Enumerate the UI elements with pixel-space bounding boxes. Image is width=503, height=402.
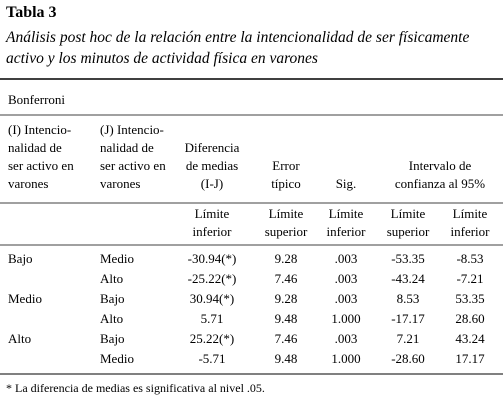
cell: 43.24 xyxy=(455,331,485,346)
cell: -25.22(*) xyxy=(188,271,237,286)
cell: -53.35 xyxy=(391,251,425,266)
column-header: Intervalo de xyxy=(409,158,472,173)
cell: Alto xyxy=(100,271,123,286)
column-header: Sig. xyxy=(336,176,357,191)
cell: 8.53 xyxy=(397,291,420,306)
cell: .003 xyxy=(335,331,358,346)
row-group-label: Bajo xyxy=(8,251,33,266)
column-header: varones xyxy=(8,176,48,191)
table-subtitle: Análisis post hoc de la relación entre l… xyxy=(5,29,469,46)
footnote: * La diferencia de medias es significati… xyxy=(6,381,265,395)
column-header: ser activo en xyxy=(8,158,74,173)
subheader: Límite xyxy=(453,206,488,221)
table-subtitle: activo y los minutos de actividad física… xyxy=(6,50,318,67)
cell: -7.21 xyxy=(456,271,483,286)
column-header: de medias xyxy=(186,158,238,173)
cell: -17.17 xyxy=(391,311,425,326)
subheader: superior xyxy=(387,224,430,239)
subheader: Límite xyxy=(269,206,304,221)
subheader: inferior xyxy=(193,224,233,239)
cell: .003 xyxy=(335,271,358,286)
cell: Medio xyxy=(100,351,134,366)
cell: 28.60 xyxy=(455,311,484,326)
cell: 53.35 xyxy=(455,291,484,306)
column-header: típico xyxy=(271,176,301,191)
subheader: Límite xyxy=(391,206,426,221)
method: Bonferroni xyxy=(8,92,65,107)
column-header: (I-J) xyxy=(201,176,223,191)
column-header: confianza al 95% xyxy=(395,176,485,191)
column-header: nalidad de xyxy=(8,140,62,155)
subheader: inferior xyxy=(451,224,491,239)
cell: 7.21 xyxy=(397,331,420,346)
cell: Bajo xyxy=(100,291,125,306)
cell: 7.46 xyxy=(275,331,298,346)
subheader: Límite xyxy=(195,206,230,221)
cell: 1.000 xyxy=(331,311,360,326)
cell: -30.94(*) xyxy=(188,251,237,266)
cell: Medio xyxy=(100,251,134,266)
column-header: (J) Intencio- xyxy=(100,122,164,137)
column-header: Diferencia xyxy=(185,140,240,155)
column-header: Error xyxy=(272,158,300,173)
cell: Alto xyxy=(100,311,123,326)
cell: -5.71 xyxy=(198,351,225,366)
row-group-label: Alto xyxy=(8,331,31,346)
column-header: ser activo en xyxy=(100,158,166,173)
cell: 25.22(*) xyxy=(190,331,234,346)
cell: 9.48 xyxy=(275,311,298,326)
cell: 5.71 xyxy=(201,311,224,326)
cell: .003 xyxy=(335,251,358,266)
cell: -8.53 xyxy=(456,251,483,266)
subheader: superior xyxy=(265,224,308,239)
column-header: nalidad de xyxy=(100,140,154,155)
table-title: Tabla 3 xyxy=(6,4,57,21)
cell: 9.28 xyxy=(275,291,298,306)
cell: 1.000 xyxy=(331,351,360,366)
column-header: varones xyxy=(100,176,140,191)
cell: 17.17 xyxy=(455,351,485,366)
cell: .003 xyxy=(335,291,358,306)
cell: 9.48 xyxy=(275,351,298,366)
subheader: Límite xyxy=(329,206,364,221)
subheader: inferior xyxy=(327,224,367,239)
cell: Bajo xyxy=(100,331,125,346)
column-header: (I) Intencio- xyxy=(8,122,71,137)
cell: 30.94(*) xyxy=(190,291,234,306)
row-group-label: Medio xyxy=(8,291,42,306)
cell: -43.24 xyxy=(391,271,425,286)
cell: 9.28 xyxy=(275,251,298,266)
cell: -28.60 xyxy=(391,351,425,366)
cell: 7.46 xyxy=(275,271,298,286)
